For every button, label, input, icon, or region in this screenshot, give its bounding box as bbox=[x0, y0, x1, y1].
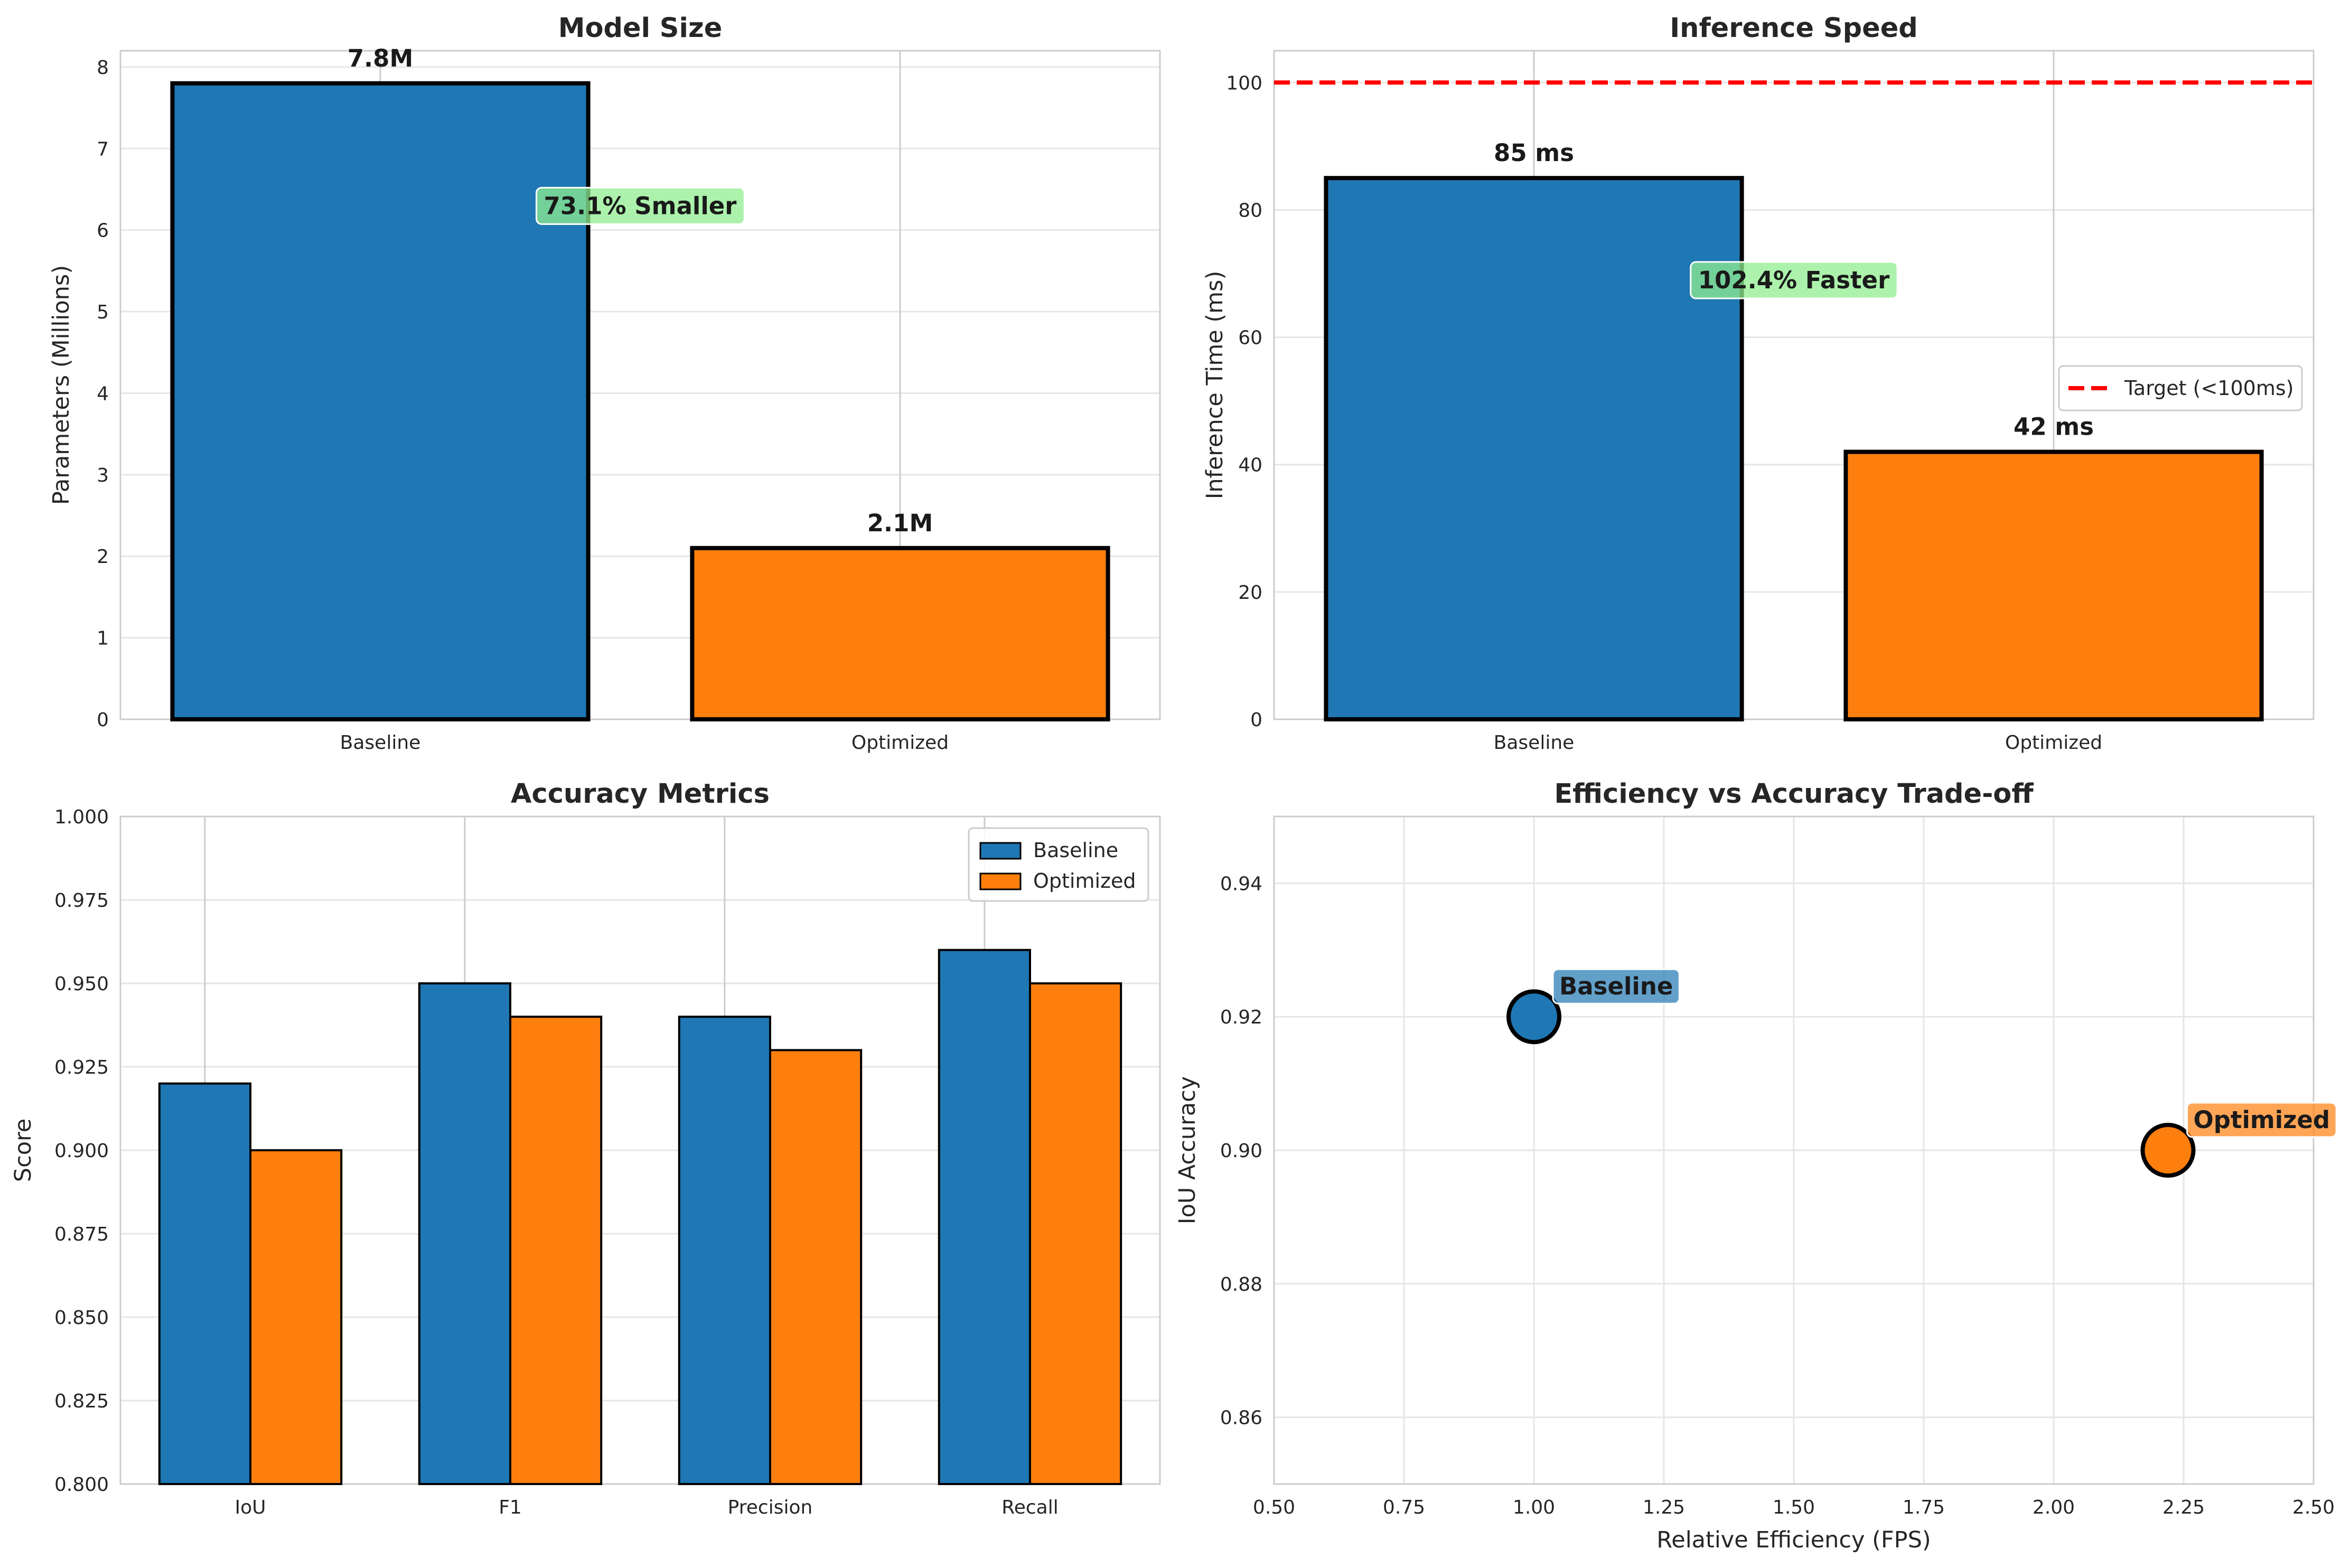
x-tick-label: 1.00 bbox=[1513, 1497, 1555, 1518]
legend-label-baseline: Baseline bbox=[1033, 839, 1118, 862]
x-tick-label: 0.75 bbox=[1383, 1497, 1425, 1518]
point-optimized bbox=[2140, 1123, 2196, 1178]
bar-baseline-precision bbox=[678, 1016, 772, 1485]
y-tick-label: 100 bbox=[1226, 72, 1262, 94]
y-tick-label: 4 bbox=[97, 383, 109, 405]
point-label-baseline: Baseline bbox=[1559, 972, 1673, 1000]
y-tick-label: 0.92 bbox=[1220, 1007, 1262, 1028]
y-tick-label: 40 bbox=[1238, 455, 1262, 476]
y-tick-label: 2 bbox=[97, 546, 109, 568]
y-tick-label: 3 bbox=[97, 465, 109, 486]
legend-label-optimized: Optimized bbox=[1033, 869, 1136, 893]
y-tick-label: 0.925 bbox=[54, 1057, 109, 1078]
x-tick-label: Optimized bbox=[2005, 732, 2102, 754]
point-label-box bbox=[2186, 1102, 2337, 1138]
y-tick-label: 0.850 bbox=[54, 1307, 109, 1329]
y-tick-label: 6 bbox=[97, 220, 109, 242]
y-tick-label: 0.94 bbox=[1220, 873, 1262, 895]
y-tick-label: 60 bbox=[1238, 327, 1262, 349]
annotation-text: 102.4% Faster bbox=[1698, 266, 1890, 294]
chart-accuracy: 0.800 0.825 0.850 0.875 0.900 0.925 0.950 0.975… bbox=[10, 778, 1161, 1518]
x-tick-label: Recall bbox=[1001, 1497, 1058, 1518]
legend-swatch-optimized bbox=[979, 872, 1022, 890]
y-tick-label: 20 bbox=[1238, 582, 1262, 604]
chart-title: Accuracy Metrics bbox=[511, 778, 770, 810]
legend-box bbox=[2058, 365, 2303, 411]
chart-tradeoff: 0.86 0.88 0.90 0.92 0.94 0.50 0.75 1.00 1.25 1.50… bbox=[1174, 778, 2337, 1553]
y-tick-label: 8 bbox=[97, 57, 109, 79]
bar-optimized-f1 bbox=[509, 1016, 603, 1485]
legend-swatch-baseline bbox=[979, 842, 1022, 860]
y-tick-label: 0.88 bbox=[1220, 1274, 1262, 1295]
y-tick-label: 1.000 bbox=[54, 806, 109, 828]
x-tick-label: IoU bbox=[235, 1497, 266, 1518]
bar-optimized bbox=[1843, 449, 2264, 721]
bar-optimized-iou bbox=[249, 1149, 343, 1485]
plot-frame bbox=[119, 50, 1161, 720]
y-axis-label: Parameters (Millions) bbox=[48, 265, 74, 505]
plot-frame bbox=[1273, 50, 2315, 720]
y-tick-label: 0.975 bbox=[54, 890, 109, 912]
bar-baseline-f1 bbox=[418, 982, 511, 1485]
x-tick-label: F1 bbox=[499, 1497, 522, 1518]
y-tick-label: 0.950 bbox=[54, 973, 109, 995]
bar-baseline-iou bbox=[158, 1082, 251, 1486]
y-tick-label: 1 bbox=[97, 628, 109, 650]
bar-value-label: 85 ms bbox=[1494, 139, 1574, 167]
y-axis-label: Score bbox=[10, 1119, 36, 1182]
plot-frame bbox=[119, 815, 1161, 1485]
chart-title: Model Size bbox=[558, 13, 723, 44]
bar-baseline-recall bbox=[938, 949, 1032, 1486]
x-tick-label: 1.25 bbox=[1643, 1497, 1685, 1518]
x-tick-label: 0.50 bbox=[1253, 1497, 1295, 1518]
y-axis-label: Inference Time (ms) bbox=[1202, 271, 1228, 499]
y-tick-label: 0.90 bbox=[1220, 1140, 1262, 1162]
chart-speed: 0 20 40 60 80 100 85 ms Baseline 42 ms Optimized 1… bbox=[1202, 13, 2315, 754]
y-axis-label: IoU Accuracy bbox=[1174, 1076, 1201, 1224]
bar-optimized bbox=[690, 546, 1110, 722]
y-tick-label: 0 bbox=[1250, 709, 1262, 731]
annotation-box bbox=[1690, 261, 1898, 299]
bar-value-label: 7.8M bbox=[348, 44, 414, 72]
x-tick-label: 2.50 bbox=[2292, 1497, 2335, 1518]
y-tick-label: 0.825 bbox=[54, 1391, 109, 1412]
legend-target-label: Target (<100ms) bbox=[2124, 377, 2293, 400]
point-label-optimized: Optimized bbox=[2193, 1106, 2330, 1134]
y-tick-label: 0.86 bbox=[1220, 1407, 1262, 1429]
bar-baseline bbox=[170, 81, 591, 721]
bar-optimized-recall bbox=[1029, 982, 1122, 1485]
annotation-text: 73.1% Smaller bbox=[544, 192, 737, 220]
y-tick-label: 0.900 bbox=[54, 1140, 109, 1162]
x-tick-label: Baseline bbox=[340, 732, 421, 754]
x-tick-label: 1.50 bbox=[1773, 1497, 1815, 1518]
y-tick-label: 0.875 bbox=[54, 1224, 109, 1245]
y-tick-label: 0.800 bbox=[54, 1474, 109, 1496]
x-tick-label: 1.75 bbox=[1903, 1497, 1945, 1518]
chart-title: Efficiency vs Accuracy Trade-off bbox=[1554, 778, 2034, 810]
bar-optimized-precision bbox=[769, 1049, 863, 1485]
y-tick-label: 5 bbox=[97, 302, 109, 323]
chart-size: 0 1 2 3 4 5 6 7 8 7.8M Baseline 2.1M Optimized 73.1% … bbox=[48, 13, 1161, 754]
x-tick-label: 2.00 bbox=[2033, 1497, 2075, 1518]
annotation-box bbox=[535, 186, 745, 225]
chart-title: Inference Speed bbox=[1670, 13, 1918, 44]
x-axis-label: Relative Efficiency (FPS) bbox=[1656, 1527, 1931, 1553]
plot-frame bbox=[1273, 815, 2315, 1485]
x-tick-label: Precision bbox=[728, 1497, 813, 1518]
point-label-box bbox=[1552, 968, 1680, 1004]
y-tick-label: 0 bbox=[97, 709, 109, 731]
y-tick-label: 7 bbox=[97, 138, 109, 160]
x-tick-label: 2.25 bbox=[2162, 1497, 2205, 1518]
bar-baseline bbox=[1324, 176, 1744, 722]
y-tick-label: 80 bbox=[1238, 200, 1262, 221]
bar-value-label: 2.1M bbox=[867, 509, 933, 537]
bar-value-label: 42 ms bbox=[2014, 413, 2094, 441]
x-tick-label: Baseline bbox=[1494, 732, 1575, 754]
x-tick-label: Optimized bbox=[851, 732, 949, 754]
point-baseline bbox=[1506, 989, 1561, 1045]
